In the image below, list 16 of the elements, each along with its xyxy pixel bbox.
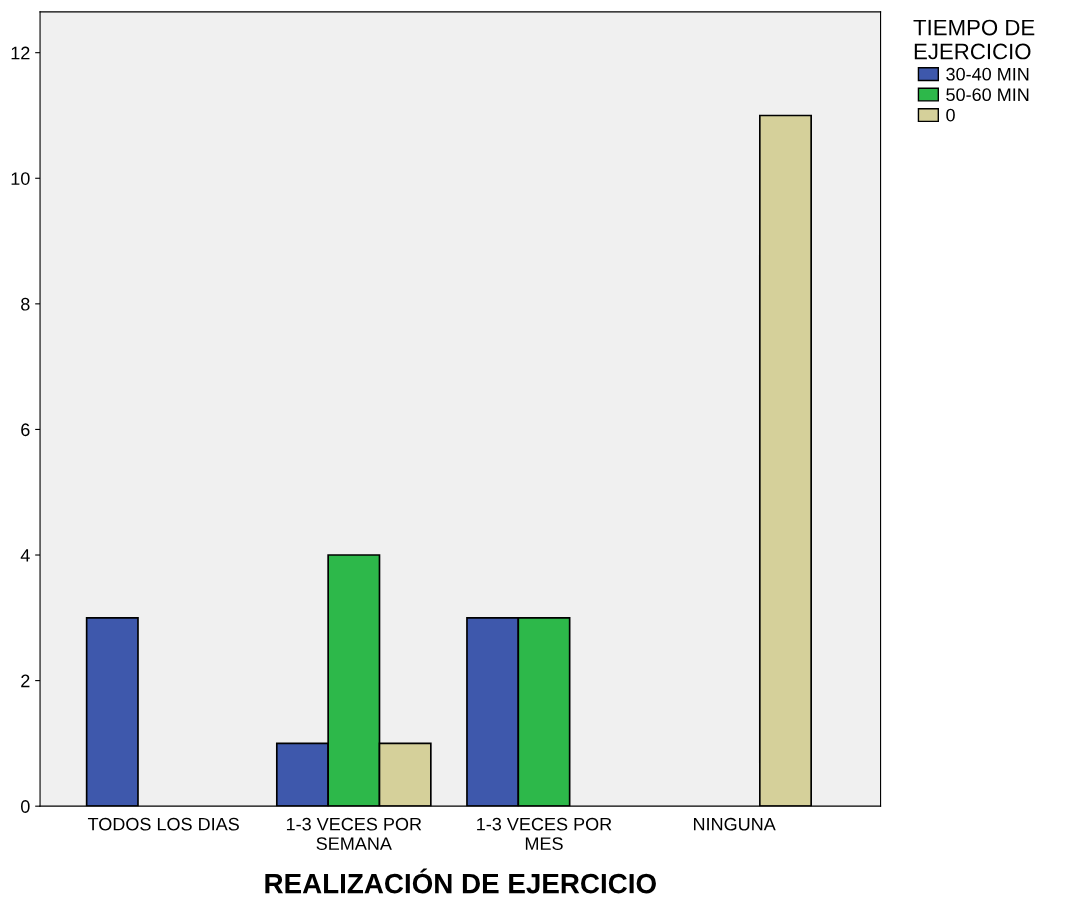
y-tick-label: 6 (21, 423, 30, 437)
y-tick-label: 4 (20, 549, 30, 562)
x-axis-title: REALIZACIÓN DE EJERCICIO (265, 868, 656, 894)
legend-label: 30-40 MIN (946, 67, 1029, 81)
y-tick-label: 12 (11, 46, 30, 60)
y-tick-label: 0 (20, 800, 30, 813)
y-tick-label: 8 (21, 297, 30, 311)
legend-label: 50-60 MIN (946, 88, 1029, 102)
x-tick-label: 1-3 VECES POR MES (477, 817, 612, 850)
legend-label: 0 (946, 108, 955, 122)
y-tick-label: 2 (21, 674, 30, 688)
legend-title: TIEMPO DE EJERCICIO (913, 19, 1035, 60)
x-tick-label: 1-3 VECES POR SEMANA (286, 817, 422, 850)
y-tick-label: 10 (11, 172, 30, 185)
x-tick-label: NINGUNA (693, 817, 776, 831)
x-tick-label: TODOS LOS DIAS (87, 817, 239, 831)
